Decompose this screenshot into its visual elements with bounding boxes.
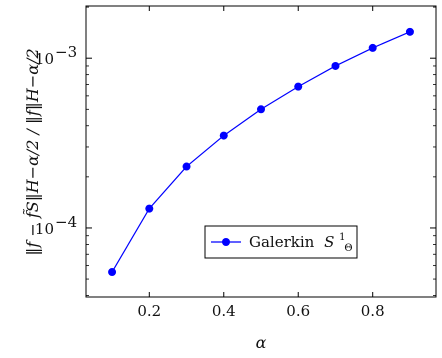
legend-label-math: S [324,233,334,251]
legend-marker-swatch [222,238,230,246]
svg-text:Galerkin S 1: Galerkin S 1 Θ [249,226,353,254]
y-tick-exponent: −3 [55,43,77,61]
x-tick-label: 0.4 [212,302,236,320]
data-point [257,105,265,114]
plot-frame [85,5,437,298]
data-point [108,268,117,277]
x-axis-label: α [256,333,267,352]
legend-label-text: Galerkin [249,233,315,251]
y-tick-label: 10 [35,220,54,238]
x-tick-label: 0.8 [361,302,385,320]
data-point [145,204,154,213]
data-point [331,61,340,70]
data-point [368,43,377,52]
series-layer [108,27,414,277]
y-axis-ticks: 10−410−3 [35,6,436,296]
x-axis-ticks: 0.2 0.4 0.6 0.8 [137,6,385,320]
x-tick-label: 0.2 [137,302,161,320]
legend: Galerkin S 1 Θ [204,225,358,259]
data-point [182,162,191,171]
y-tick-exponent: −4 [55,213,77,231]
y-axis-label-group: ‖f − f̃S‖H−α/2 / ‖f‖H−α/2 [23,48,42,255]
data-point [294,82,303,91]
legend-label-sup: 1 [339,232,345,243]
y-tick-label: 10 [35,50,54,68]
legend-label-sub: Θ [344,243,352,254]
data-point [405,27,414,36]
data-point [219,131,228,140]
y-axis-label: ‖f − f̃S‖H−α/2 / ‖f‖H−α/2 [23,48,42,255]
x-tick-label: 0.6 [286,302,310,320]
